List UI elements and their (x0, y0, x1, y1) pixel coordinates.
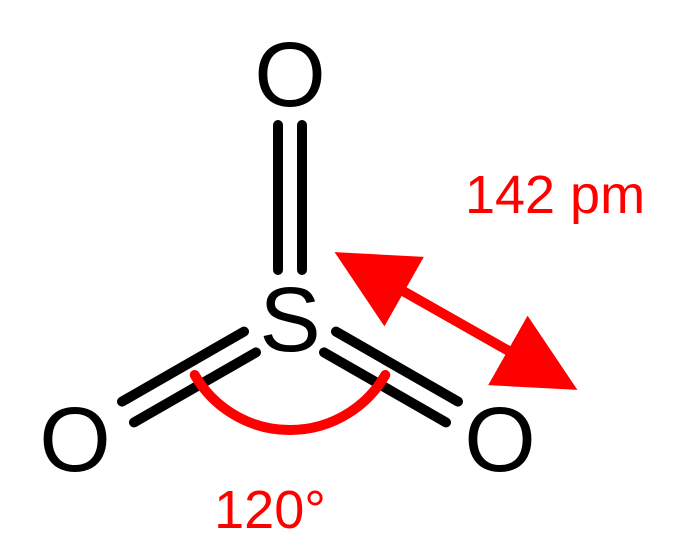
angle-arc (195, 375, 386, 430)
bond-angle-label: 120° (214, 480, 326, 540)
atom-oxygen-bottom-right: O (464, 389, 536, 491)
molecule-diagram: S O O O 142 pm 120° (0, 0, 700, 560)
atom-oxygen-top: O (254, 24, 326, 126)
bond-length-label: 142 pm (465, 165, 645, 225)
atom-oxygen-bottom-left: O (39, 389, 111, 491)
atom-sulfur: S (259, 269, 320, 371)
